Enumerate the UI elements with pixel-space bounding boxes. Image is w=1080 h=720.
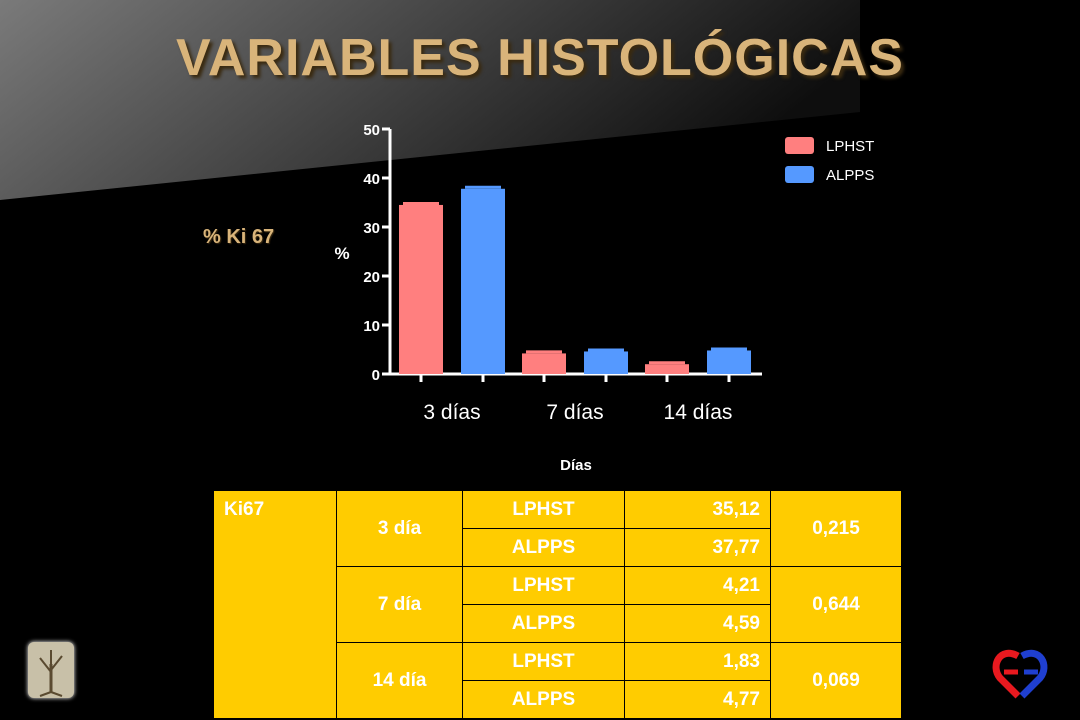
bar-alpps [461,188,505,374]
bar-lphst [645,364,689,374]
period-cell: 7 día [336,566,463,643]
bar-lphst [522,353,566,374]
variable-cell: Ki67 [213,490,337,719]
x-axis-label: Días [560,457,592,474]
bar-alpps [707,350,751,374]
table-row: ALPPS 4,77 [214,680,902,719]
value-cell: 4,59 [624,604,771,643]
value-cell: 4,77 [624,680,771,719]
p-value-cell: 0,069 [770,642,902,719]
group-cell: LPHST [462,490,625,529]
x-tick-label: 7 días [546,401,603,424]
group-cell: LPHST [462,566,625,605]
heart-logo-icon [990,648,1052,705]
page-title: VARIABLES HISTOLÓGICAS [176,29,904,87]
legend-label: LPHST [826,138,874,155]
value-cell: 1,83 [624,642,771,681]
y-tick-label: 20 [363,269,380,286]
legend-swatch-alpps [785,166,814,183]
x-tick-label: 3 días [423,401,480,424]
p-value-cell: 0,215 [770,490,902,567]
group-cell: ALPPS [462,604,625,643]
y-axis-label: % [334,244,349,263]
x-tick-label: 14 días [664,401,733,424]
table-row: ALPPS 4,59 [214,604,902,643]
p-value-cell: 0,644 [770,566,902,643]
bar-alpps [584,351,628,374]
group-cell: LPHST [462,642,625,681]
tree-logo-icon [28,642,74,698]
y-tick-label: 0 [372,367,380,384]
table-row: ALPPS 37,77 [214,528,902,567]
period-cell: 3 día [336,490,463,567]
group-cell: ALPPS [462,528,625,567]
value-cell: 35,12 [624,490,771,529]
value-cell: 4,21 [624,566,771,605]
legend-swatch-lphst [785,137,814,154]
value-cell: 37,77 [624,528,771,567]
y-tick-label: 40 [363,171,380,188]
variable-label: % Ki 67 [203,226,275,248]
results-table: Ki67 3 día LPHST 35,12 0,215 ALPPS 37,77… [213,490,902,719]
period-cell: 14 día [336,642,463,719]
bar-chart: 0 10 20 30 40 50% 3 días 7 días 14 días Días LPHST… [334,122,874,474]
legend-label: ALPPS [826,167,874,184]
y-tick-label: 10 [363,318,380,335]
y-tick-label: 50 [363,122,380,139]
bar-lphst [399,204,443,374]
table-row: Ki67 3 día LPHST 35,12 0,215 [213,490,902,719]
group-cell: ALPPS [462,680,625,719]
y-tick-label: 30 [363,220,380,237]
